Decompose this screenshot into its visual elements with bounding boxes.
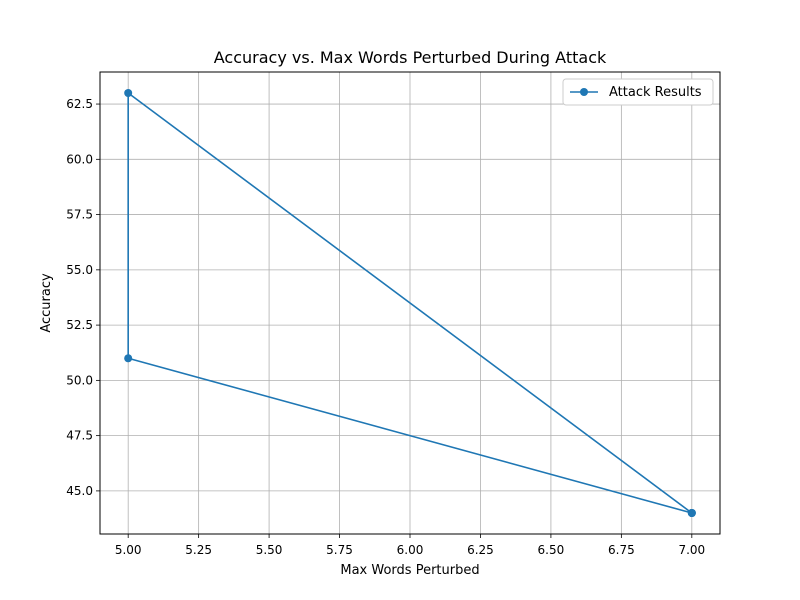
y-axis-ticks: 45.0 47.5 50.0 52.5 55.0 57.5 60.0 62.5 <box>66 97 100 498</box>
data-point <box>124 89 133 97</box>
x-tick-label: 5.00 <box>115 543 142 557</box>
x-axis-ticks: 5.00 5.25 5.50 5.75 6.00 6.25 6.50 6.75 7.00 <box>115 534 705 557</box>
data-point <box>687 509 696 517</box>
y-axis-label: Accuracy <box>39 273 54 333</box>
y-tick-label: 45.0 <box>66 484 93 498</box>
y-tick-label: 50.0 <box>66 373 93 387</box>
x-tick-label: 5.50 <box>256 543 283 557</box>
x-axis-label: Max Words Perturbed <box>340 563 479 578</box>
x-tick-label: 5.75 <box>326 543 353 557</box>
x-tick-label: 6.25 <box>467 543 494 557</box>
data-point <box>124 354 133 363</box>
series-line <box>127 92 693 514</box>
y-tick-label: 52.5 <box>66 318 93 332</box>
x-tick-label: 6.00 <box>397 543 424 557</box>
x-tick-label: 7.00 <box>678 543 705 557</box>
chart-title: Accuracy vs. Max Words Perturbed During … <box>214 48 607 67</box>
y-tick-label: 62.5 <box>66 97 93 111</box>
y-tick-label: 55.0 <box>66 263 93 277</box>
legend-box <box>562 78 714 106</box>
y-tick-label: 60.0 <box>66 152 93 166</box>
legend-label: Attack Results <box>609 85 702 100</box>
legend-marker-swatch <box>580 88 588 96</box>
y-tick-label: 47.5 <box>66 429 93 443</box>
y-tick-label: 57.5 <box>66 208 93 222</box>
x-tick-label: 5.25 <box>185 543 212 557</box>
x-tick-label: 6.50 <box>538 543 565 557</box>
legend: Attack Results <box>562 78 714 106</box>
x-tick-label: 6.75 <box>608 543 635 557</box>
series-layer <box>124 89 696 517</box>
